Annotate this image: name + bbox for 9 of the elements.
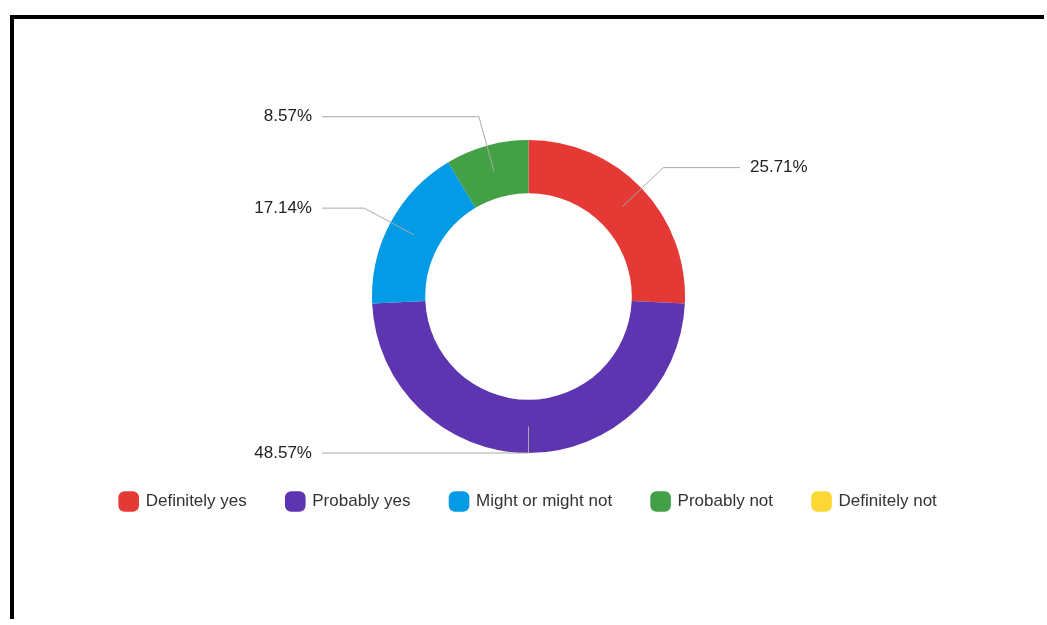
legend-label: Probably yes: [312, 491, 411, 511]
legend-label: Definitely not: [838, 491, 938, 511]
data-label: 48.57%: [254, 442, 312, 462]
data-label: 25.71%: [750, 157, 808, 177]
data-label: 8.57%: [263, 106, 312, 126]
legend-label: Might or might not: [476, 491, 613, 511]
data-label: 17.14%: [254, 197, 312, 217]
legend-label: Probably not: [677, 491, 774, 511]
legend-label: Definitely yes: [145, 491, 247, 511]
